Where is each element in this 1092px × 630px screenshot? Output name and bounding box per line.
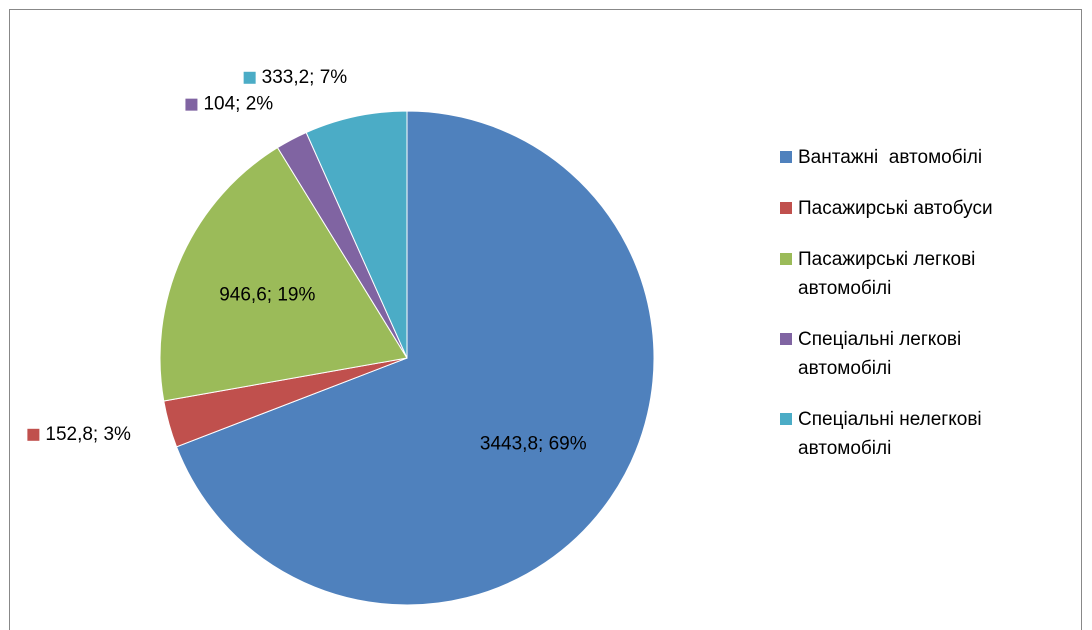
legend-label: Спеціальні нелегкові автомобілі — [798, 409, 987, 459]
legend-swatch — [780, 253, 792, 265]
legend-swatch — [780, 413, 792, 425]
legend-item: Спеціальні нелегкові автомобілі — [780, 405, 1070, 463]
pie-slice — [159, 146, 408, 402]
data-label: 152,8; 3% — [45, 424, 131, 445]
pie-slice — [175, 110, 655, 606]
pie-slice — [305, 110, 408, 359]
data-label: 104; 2% — [203, 94, 273, 115]
label-swatch — [243, 71, 256, 84]
legend-label: Пасажирські легкові автомобілі — [798, 249, 981, 299]
legend-item: Спеціальні легкові автомобілі — [780, 325, 1070, 383]
legend-label: Спеціальні легкові автомобілі — [798, 329, 967, 379]
frame — [9, 9, 1082, 630]
legend-item: Вантажні автомобілі — [780, 143, 1070, 172]
data-label: 333,2; 7% — [262, 67, 348, 88]
legend-item: Пасажирські автобуси — [780, 194, 1070, 223]
legend-label: Пасажирські автобуси — [798, 198, 993, 219]
legend-label: Вантажні автомобілі — [798, 147, 983, 168]
label-swatch — [27, 428, 40, 441]
label-swatch — [185, 98, 198, 111]
data-label: 946,6; 19% — [219, 284, 315, 305]
legend: Вантажні автомобілі Пасажирські автобуси П… — [780, 143, 1070, 463]
legend-swatch — [780, 151, 792, 163]
data-label: 3443,8; 69% — [480, 434, 587, 455]
legend-swatch — [780, 333, 792, 345]
legend-swatch — [780, 202, 792, 214]
legend-item: Пасажирські легкові автомобілі — [780, 245, 1070, 303]
